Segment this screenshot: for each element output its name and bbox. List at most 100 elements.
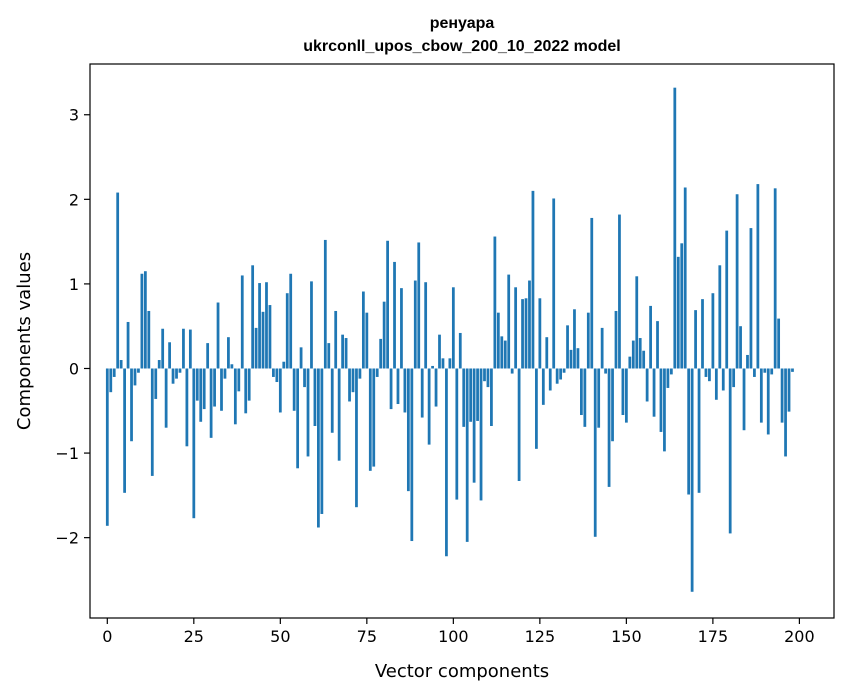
bar xyxy=(420,368,424,418)
y-tick-label: 3 xyxy=(69,106,79,125)
x-axis-label: Vector components xyxy=(375,661,549,682)
x-axis-ticks: 0 25 50 75 100 125 150 175 200 xyxy=(102,618,815,646)
bar xyxy=(545,337,549,369)
bar xyxy=(185,368,189,447)
bar xyxy=(424,282,428,369)
bar xyxy=(448,358,452,369)
bar xyxy=(289,273,293,369)
bar xyxy=(465,368,469,542)
bar xyxy=(586,312,590,369)
bar xyxy=(227,337,230,369)
bar xyxy=(119,360,123,369)
bar xyxy=(213,368,216,407)
bar xyxy=(524,298,528,369)
bar xyxy=(296,368,300,469)
bar xyxy=(496,312,500,369)
bar xyxy=(576,348,580,369)
bar xyxy=(282,361,286,369)
x-tick-label: 25 xyxy=(184,627,204,646)
x-tick-label: 175 xyxy=(698,627,729,646)
bar xyxy=(528,280,531,369)
bar xyxy=(265,282,268,369)
y-tick-label: 1 xyxy=(69,275,79,294)
bar xyxy=(220,368,223,411)
bar xyxy=(247,368,251,401)
bar xyxy=(209,368,213,438)
bar xyxy=(486,368,490,388)
bar xyxy=(500,336,504,369)
bar xyxy=(216,302,220,369)
bars-group xyxy=(105,87,794,592)
bar xyxy=(251,265,255,369)
bar xyxy=(382,301,386,369)
x-tick-label: 0 xyxy=(102,627,112,646)
bar xyxy=(721,368,725,391)
bar xyxy=(739,326,742,369)
bar xyxy=(621,368,625,416)
x-tick-label: 125 xyxy=(525,627,556,646)
bar xyxy=(299,347,303,369)
bar xyxy=(631,340,635,369)
bar xyxy=(479,368,483,501)
bar xyxy=(624,368,628,423)
bar xyxy=(521,299,524,369)
bar xyxy=(718,265,722,369)
bar xyxy=(386,240,389,369)
bar xyxy=(313,368,317,426)
bar xyxy=(611,368,614,442)
bar xyxy=(192,368,196,519)
bar xyxy=(292,368,296,411)
bar xyxy=(441,358,445,369)
x-tick-label: 150 xyxy=(611,627,642,646)
bar xyxy=(728,368,732,534)
bar xyxy=(704,368,708,377)
bar xyxy=(396,368,400,405)
bar xyxy=(673,87,677,369)
bar xyxy=(123,368,126,493)
bar xyxy=(133,368,137,386)
bar xyxy=(268,305,272,369)
bar xyxy=(690,368,694,592)
bar xyxy=(178,368,182,373)
bar xyxy=(417,242,421,369)
bar xyxy=(548,368,552,391)
bar xyxy=(791,368,794,372)
bar xyxy=(244,368,248,414)
bar xyxy=(109,368,113,393)
bar xyxy=(334,310,338,369)
bar xyxy=(628,356,632,369)
bar xyxy=(687,368,691,495)
bar xyxy=(130,368,133,442)
bar xyxy=(188,329,192,369)
bar xyxy=(618,214,621,369)
bar xyxy=(202,368,206,410)
bar xyxy=(438,334,441,369)
bar xyxy=(766,368,770,435)
bar xyxy=(604,368,607,374)
bar xyxy=(635,276,639,369)
bar xyxy=(393,261,396,369)
bar xyxy=(569,349,573,369)
bar xyxy=(777,318,781,369)
bar xyxy=(531,190,535,369)
bar xyxy=(666,368,670,388)
bar xyxy=(258,283,261,369)
bar xyxy=(503,340,507,369)
bar xyxy=(590,217,594,369)
bar xyxy=(697,368,701,493)
bar xyxy=(112,368,116,377)
bar xyxy=(490,368,493,426)
bar xyxy=(223,368,227,379)
bar xyxy=(403,368,407,413)
chart-subtitle: ukrconll_upos_cbow_200_10_2022 model xyxy=(303,38,620,55)
bar xyxy=(254,327,258,369)
bar xyxy=(458,332,462,369)
bar xyxy=(355,368,358,508)
bar xyxy=(150,368,154,476)
bar xyxy=(147,310,151,369)
bar xyxy=(614,310,618,369)
bar xyxy=(663,368,666,452)
bar xyxy=(552,198,556,369)
bar xyxy=(753,368,756,377)
bar xyxy=(597,368,601,428)
